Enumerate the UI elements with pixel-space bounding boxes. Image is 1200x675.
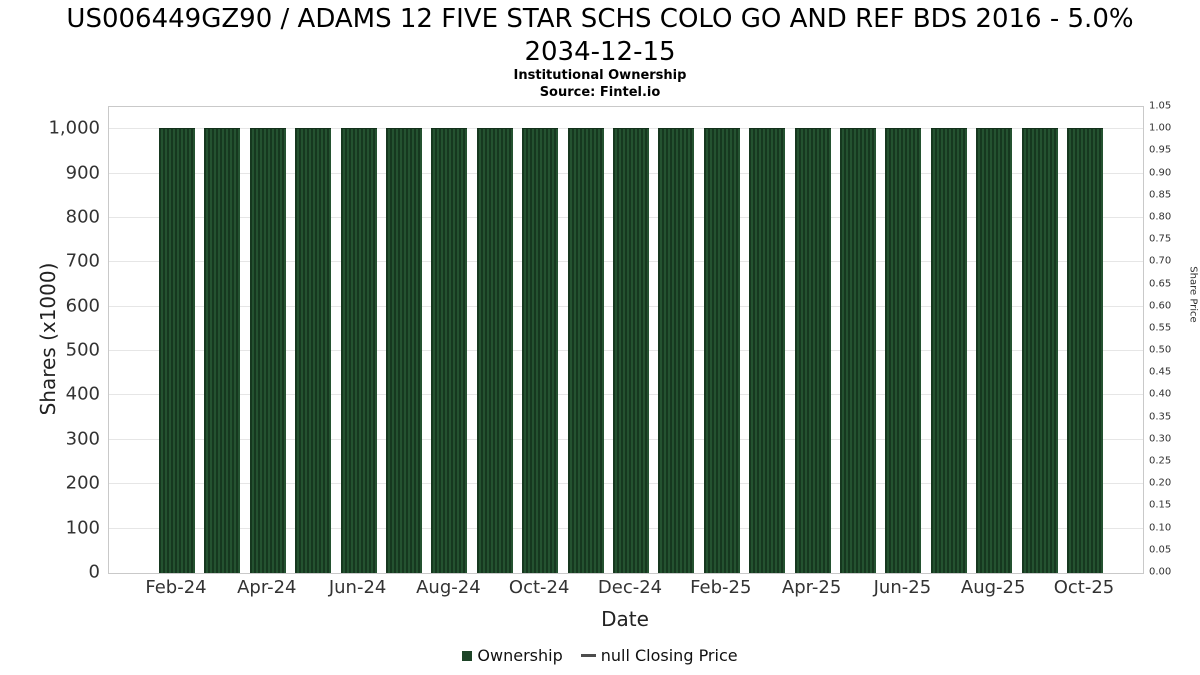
left-tick-label: 600	[65, 295, 100, 317]
ownership-bar	[249, 128, 286, 573]
chart-legend: Ownership null Closing Price	[0, 646, 1200, 665]
x-tick-label: Jun-25	[873, 577, 932, 598]
right-tick-label: 0.90	[1149, 167, 1172, 179]
plot-area	[108, 106, 1144, 574]
ownership-bar	[930, 128, 967, 573]
ownership-bar	[386, 128, 422, 573]
ownership-bar	[840, 128, 876, 573]
chart-title: US006449GZ90 / ADAMS 12 FIVE STAR SCHS C…	[66, 4, 1134, 68]
x-tick-label: Oct-25	[1053, 577, 1115, 598]
ownership-bar	[159, 128, 195, 573]
legend-item-closing-price: null Closing Price	[580, 646, 738, 665]
ownership-bar	[340, 128, 377, 573]
left-tick-label: 800	[65, 206, 100, 228]
x-tick-label: Jun-24	[328, 577, 387, 598]
x-tick-label: Feb-24	[145, 577, 207, 598]
right-tick-label: 0.00	[1149, 566, 1172, 578]
ownership-bar	[794, 128, 831, 573]
right-tick-label: 0.10	[1149, 522, 1172, 534]
ownership-bar	[613, 128, 649, 573]
left-tick-label: 1,000	[48, 117, 100, 139]
x-tick-label: Aug-24	[416, 577, 481, 598]
ownership-bar	[749, 128, 786, 573]
x-axis-ticks: Feb-24 Apr-24 Jun-24 Aug-24 Oct-24 Dec-24 Feb-…	[108, 577, 1142, 603]
right-tick-label: 0.70	[1149, 255, 1172, 267]
ownership-bar	[522, 128, 559, 573]
ownership-bar	[431, 128, 468, 573]
x-tick-label: Apr-25	[781, 577, 842, 598]
left-tick-label: 200	[65, 472, 100, 494]
left-tick-label: 300	[65, 428, 100, 450]
right-tick-label: 0.60	[1149, 300, 1172, 312]
x-tick-label: Apr-24	[237, 577, 297, 598]
chart-source: Source: Fintel.io	[539, 85, 661, 100]
ownership-bar	[1021, 128, 1058, 573]
ownership-bar	[1067, 128, 1103, 573]
right-tick-label: 0.65	[1149, 278, 1172, 290]
ownership-bar	[567, 128, 604, 573]
right-tick-label: 0.85	[1149, 189, 1172, 201]
left-tick-label: 900	[65, 162, 100, 184]
legend-item-ownership: Ownership	[462, 646, 563, 665]
x-tick-label: Feb-25	[690, 577, 752, 598]
ownership-bar	[295, 128, 332, 573]
ownership-bar	[885, 128, 922, 573]
x-axis-label: Date	[601, 607, 649, 631]
right-tick-label: 0.95	[1149, 144, 1172, 156]
x-tick-label: Dec-24	[597, 577, 663, 598]
x-tick-label: Oct-24	[508, 577, 570, 598]
ownership-bar	[476, 128, 513, 573]
right-tick-label: 0.40	[1149, 388, 1172, 400]
right-tick-label: 0.50	[1149, 344, 1172, 356]
x-tick-label: Aug-25	[960, 577, 1026, 598]
chart-subtitle: Institutional Ownership	[513, 68, 687, 83]
right-tick-label: 1.05	[1149, 100, 1172, 112]
closing-price-dash-icon	[580, 654, 596, 657]
right-tick-label: 0.20	[1149, 477, 1172, 489]
right-tick-label: 0.15	[1149, 499, 1172, 511]
ownership-bar	[658, 128, 695, 573]
left-axis-ticks: 0 100 200 300 400 500 600 700 800 900 1,000	[0, 106, 100, 583]
right-tick-label: 0.05	[1149, 544, 1172, 556]
y-axis-label-right: Share Price	[1187, 266, 1199, 323]
right-tick-label: 0.45	[1149, 366, 1172, 378]
right-tick-label: 0.80	[1149, 211, 1172, 223]
left-tick-label: 700	[65, 250, 100, 272]
left-tick-label: 400	[65, 383, 100, 405]
left-tick-label: 0	[88, 561, 100, 583]
ownership-swatch-icon	[462, 650, 473, 661]
left-tick-label: 100	[65, 517, 100, 539]
ownership-bar	[204, 128, 241, 573]
legend-label-closing-price: null Closing Price	[600, 646, 738, 665]
right-tick-label: 0.25	[1149, 455, 1172, 467]
left-tick-label: 500	[65, 339, 100, 361]
ownership-bar	[703, 128, 740, 573]
ownership-bar	[976, 128, 1013, 573]
right-axis-ticks: 0.00 0.05 0.10 0.15 0.20 0.25 0.30 0.35 0.40 0.45…	[1149, 101, 1189, 578]
legend-label-ownership: Ownership	[477, 646, 563, 665]
right-tick-label: 0.75	[1149, 233, 1172, 245]
right-tick-label: 0.35	[1149, 411, 1172, 423]
right-tick-label: 0.55	[1149, 322, 1172, 334]
right-tick-label: 0.30	[1149, 433, 1172, 445]
right-tick-label: 1.00	[1149, 122, 1172, 134]
